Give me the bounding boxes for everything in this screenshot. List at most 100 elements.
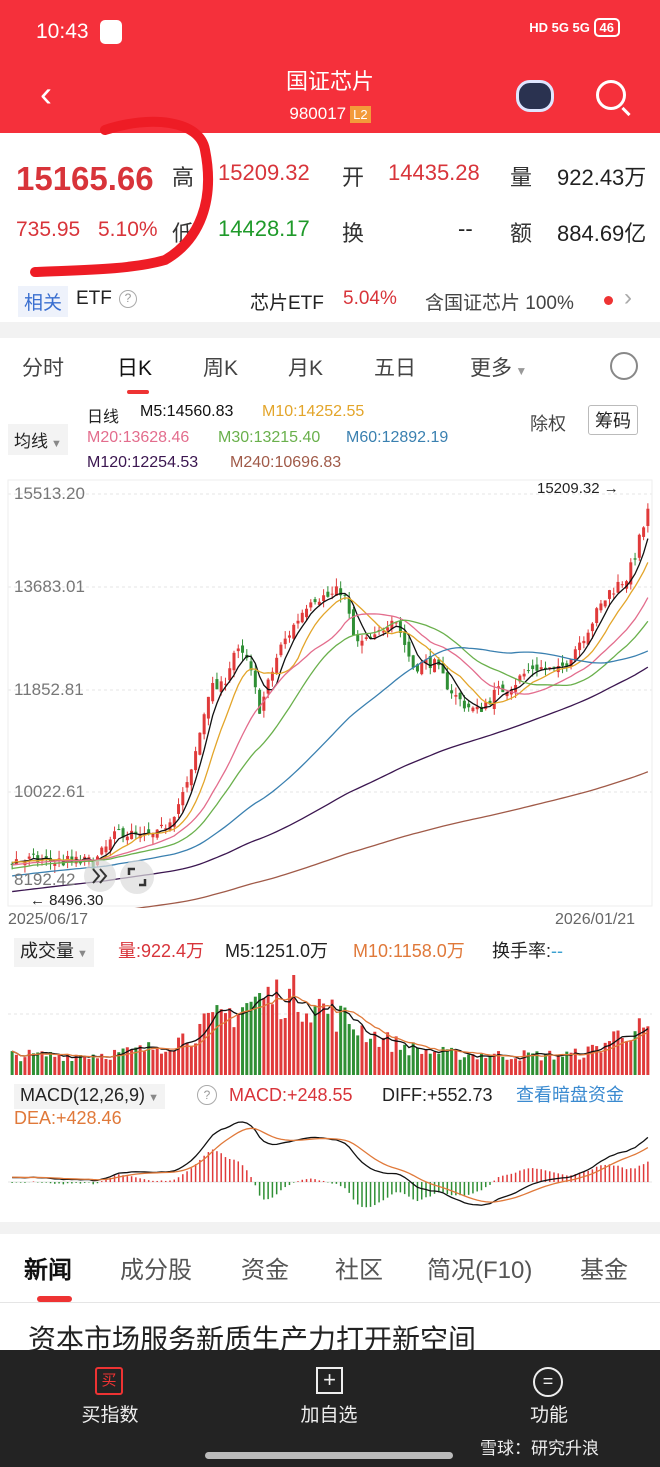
function-button[interactable]: 功能 (529, 1405, 568, 1426)
page-title: 国证芯片 (285, 69, 374, 94)
settings-icon[interactable] (610, 352, 638, 380)
volume-bar (343, 1007, 347, 1075)
tab-more[interactable]: 更多 ▼ (470, 357, 528, 380)
buy-index-button[interactable]: 买指数 (81, 1405, 139, 1426)
volume-bar (548, 1050, 552, 1075)
back-icon[interactable]: ‹ (40, 73, 52, 114)
candle-up (364, 637, 368, 639)
ma-selector[interactable]: 均线 ▼ (8, 424, 68, 455)
header-bar: 10:43 HD 5G 5G 46 ‹ 国证芯片 980017 L2 (0, 0, 660, 133)
volume-bar (646, 1026, 650, 1075)
volume-bar (492, 1053, 496, 1075)
volume-bar (113, 1049, 117, 1075)
volume-chart[interactable] (0, 962, 660, 1080)
kline-chart[interactable] (0, 478, 660, 908)
y-tick: 10022.61 (14, 782, 85, 801)
volume-bar (360, 1025, 364, 1075)
l2-badge: L2 (350, 106, 371, 123)
volume-bar (607, 1041, 611, 1075)
candle-up (202, 714, 206, 735)
ma-type: 日线 (87, 409, 120, 426)
volume-bar (369, 1038, 373, 1075)
tab-profile[interactable]: 简况(F10) (427, 1257, 533, 1284)
dark-pool-link[interactable]: 查看暗盘资金 (516, 1085, 624, 1105)
candle-up (620, 584, 624, 586)
volume-bar (189, 1045, 193, 1075)
tab-news[interactable]: 新闻 (24, 1257, 72, 1284)
ex-rights-button[interactable]: 除权 (530, 414, 566, 434)
tab-monthly-k[interactable]: 月K (288, 357, 324, 380)
tab-daily-k[interactable]: 日K (117, 357, 153, 380)
robot-assistant-icon[interactable] (516, 80, 554, 112)
volume-bar (87, 1058, 91, 1075)
ma20-value: M20:13628.46 (87, 429, 190, 446)
volume-bar (565, 1051, 569, 1075)
candle-up (642, 527, 646, 537)
candle-up (381, 631, 385, 633)
active-tab-indicator (37, 1296, 72, 1302)
tab-intraday[interactable]: 分时 (22, 357, 64, 380)
fullscreen-icon[interactable] (120, 860, 154, 894)
volume-bar (561, 1056, 565, 1075)
volume-bar (266, 986, 270, 1075)
tab-weekly-k[interactable]: 周K (203, 357, 239, 380)
volume-bar (334, 1031, 338, 1075)
related-etf-row[interactable]: 相关 ETF ? 芯片ETF 5.04% 含国证芯片 100% › (0, 284, 660, 322)
add-icon[interactable]: + (316, 1367, 343, 1394)
ma-line-m240 (134, 771, 649, 908)
volume-bar (552, 1059, 556, 1075)
candle-up (305, 608, 309, 618)
candle-up (475, 706, 479, 710)
volume-bar (223, 1013, 227, 1075)
candle-up (108, 839, 112, 851)
volume-bar (445, 1049, 449, 1075)
open-label: 开 (342, 165, 365, 190)
tab-fund[interactable]: 基金 (580, 1257, 628, 1284)
volume-bar (407, 1055, 411, 1075)
tab-community[interactable]: 社区 (335, 1257, 383, 1284)
help-icon[interactable]: ? (197, 1085, 217, 1105)
tab-constituents[interactable]: 成分股 (120, 1257, 192, 1284)
volume-bar (215, 1005, 219, 1075)
tab-five-day[interactable]: 五日 (374, 357, 416, 380)
volume-bar (172, 1050, 176, 1075)
chip-distribution-button[interactable]: 筹码 (588, 405, 638, 435)
volume-bar (415, 1047, 419, 1075)
volume-bar (245, 1003, 249, 1075)
menu-icon[interactable]: = (533, 1367, 563, 1397)
bottom-action-bar: 买 买指数 + 加自选 = 功能 雪球：研究升浪 (0, 1350, 660, 1467)
chevron-right-icon[interactable]: › (624, 284, 632, 311)
candle-up (228, 668, 232, 681)
volume-selector[interactable]: 成交量 ▼ (14, 938, 94, 967)
candle-down (134, 831, 138, 835)
help-icon[interactable]: ? (119, 290, 137, 308)
hand-drawn-red-mark (30, 116, 213, 277)
macd-selector[interactable]: MACD(12,26,9) ▼ (14, 1084, 165, 1109)
expand-left-icon[interactable] (84, 860, 116, 892)
volume-bar (497, 1051, 501, 1075)
volume-bar (603, 1042, 607, 1075)
candle-up (586, 632, 590, 645)
candle-down (531, 665, 535, 670)
candle-down (458, 692, 462, 700)
macd-chart[interactable] (0, 1110, 660, 1222)
volume-bar (253, 996, 257, 1075)
dea-value: DEA:+428.46 (14, 1108, 122, 1128)
buy-icon[interactable]: 买 (95, 1367, 123, 1395)
candle-up (322, 595, 326, 602)
red-dot-icon (604, 296, 613, 305)
candle-up (177, 804, 181, 814)
volume-bar (625, 1041, 629, 1075)
tab-funds[interactable]: 资金 (241, 1257, 289, 1284)
news-headline[interactable]: 资本市场服务新质生产力打开新空间 (28, 1324, 477, 1355)
candle-up (164, 828, 168, 830)
etf-name[interactable]: 芯片ETF (250, 293, 324, 314)
candle-up (206, 696, 210, 719)
candle-down (343, 594, 347, 596)
candle-up (317, 601, 321, 605)
candle-down (411, 655, 415, 668)
volume-bar (428, 1053, 432, 1075)
volume-bar (279, 1019, 283, 1075)
search-icon[interactable] (596, 80, 626, 110)
add-watchlist-button[interactable]: 加自选 (300, 1405, 358, 1426)
